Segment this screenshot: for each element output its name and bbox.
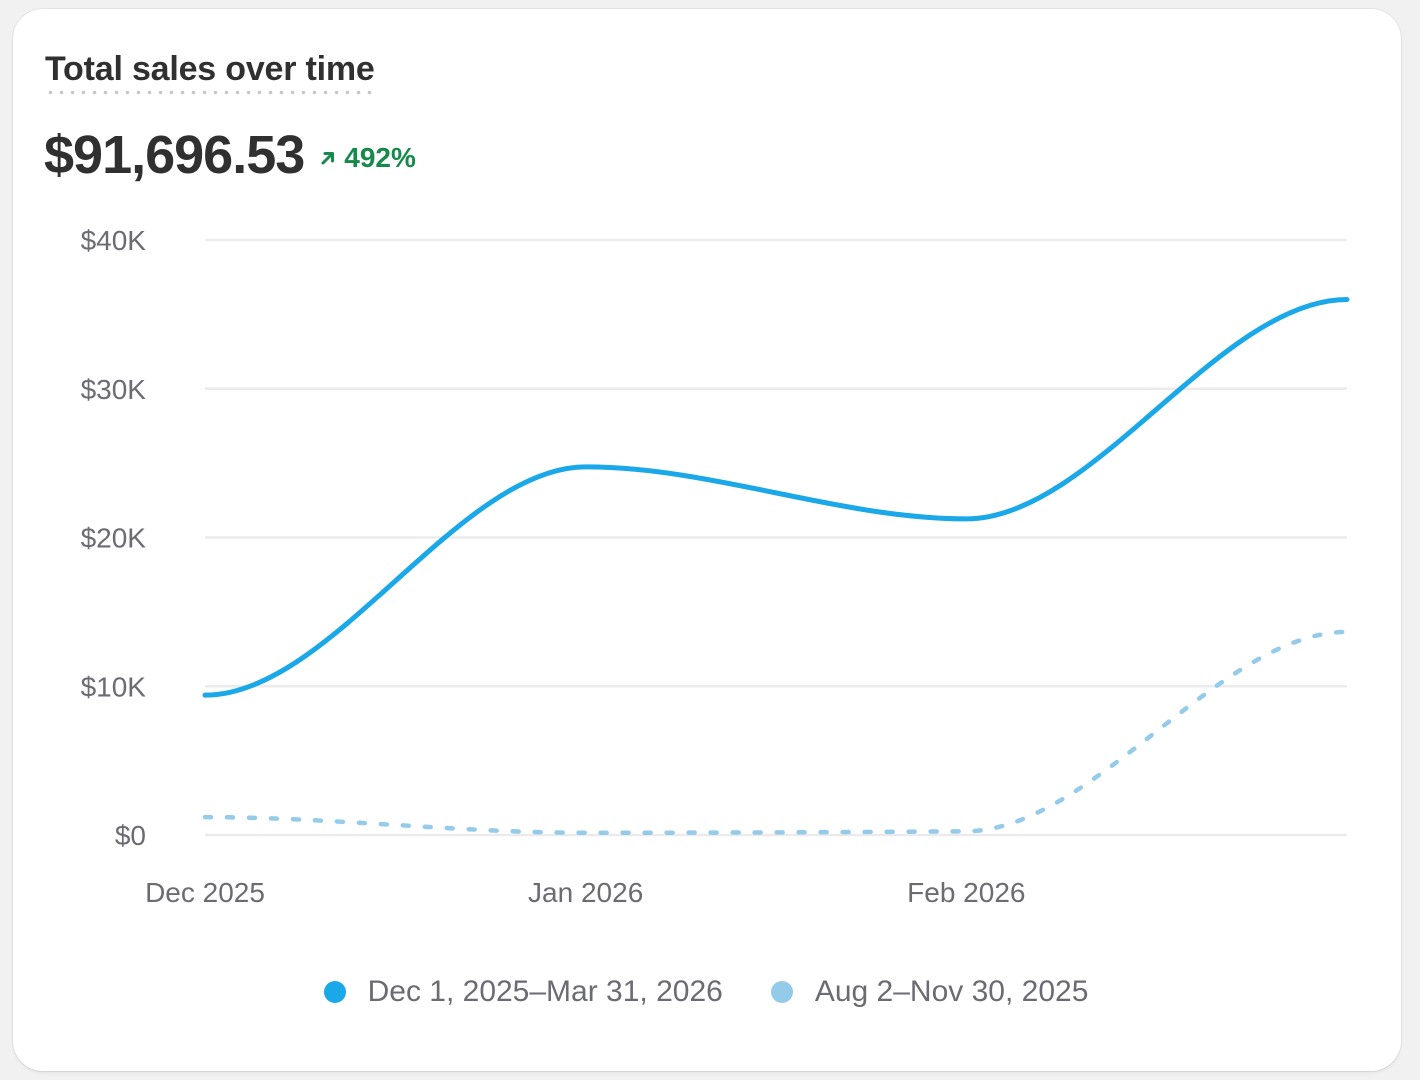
change-value: 492%: [344, 142, 416, 173]
legend-dot-current-icon: [323, 981, 346, 1003]
grid-lines: [205, 238, 1347, 837]
y-axis-labels: $0 $10K $20K $30K $40K: [81, 225, 147, 851]
comparison-series-line[interactable]: [202, 629, 1350, 836]
total-sales-value: $91,696.53: [44, 125, 305, 185]
y-tick-label: $30K: [81, 374, 147, 405]
y-tick-label: $40K: [81, 225, 147, 256]
legend-item-current[interactable]: Dec 1, 2025–Mar 31, 2026: [323, 975, 723, 1009]
arrow-up-right-icon: [321, 152, 335, 165]
x-tick-label: Jan 2026: [528, 877, 643, 908]
current-series-line[interactable]: [202, 297, 1350, 698]
sales-line-chart[interactable]: $0 $10K $20K $30K $40K Dec 2025 Jan 2026 Feb 2…: [0, 0, 1420, 960]
chart-legend: Dec 1, 2025–Mar 31, 2026 Aug 2–Nov 30, 2…: [0, 975, 1420, 1009]
legend-dot-comparison-icon: [770, 981, 793, 1003]
legend-label-current: Dec 1, 2025–Mar 31, 2026: [367, 975, 723, 1008]
legend-label-comparison: Aug 2–Nov 30, 2025: [814, 975, 1089, 1008]
x-tick-label: Feb 2026: [907, 877, 1025, 908]
total-sales-card: [13, 9, 1401, 1071]
y-tick-label: $0: [115, 820, 146, 851]
x-axis-labels: Dec 2025 Jan 2026 Feb 2026: [145, 877, 1025, 908]
chart-title[interactable]: Total sales over time: [45, 50, 375, 95]
change-badge: 492%: [320, 142, 416, 174]
metric-row: $91,696.53 492%: [44, 124, 416, 186]
legend-item-comparison[interactable]: Aug 2–Nov 30, 2025: [770, 975, 1089, 1009]
y-tick-label: $20K: [81, 523, 147, 554]
x-tick-label: Dec 2025: [145, 877, 265, 908]
y-tick-label: $10K: [81, 671, 147, 702]
